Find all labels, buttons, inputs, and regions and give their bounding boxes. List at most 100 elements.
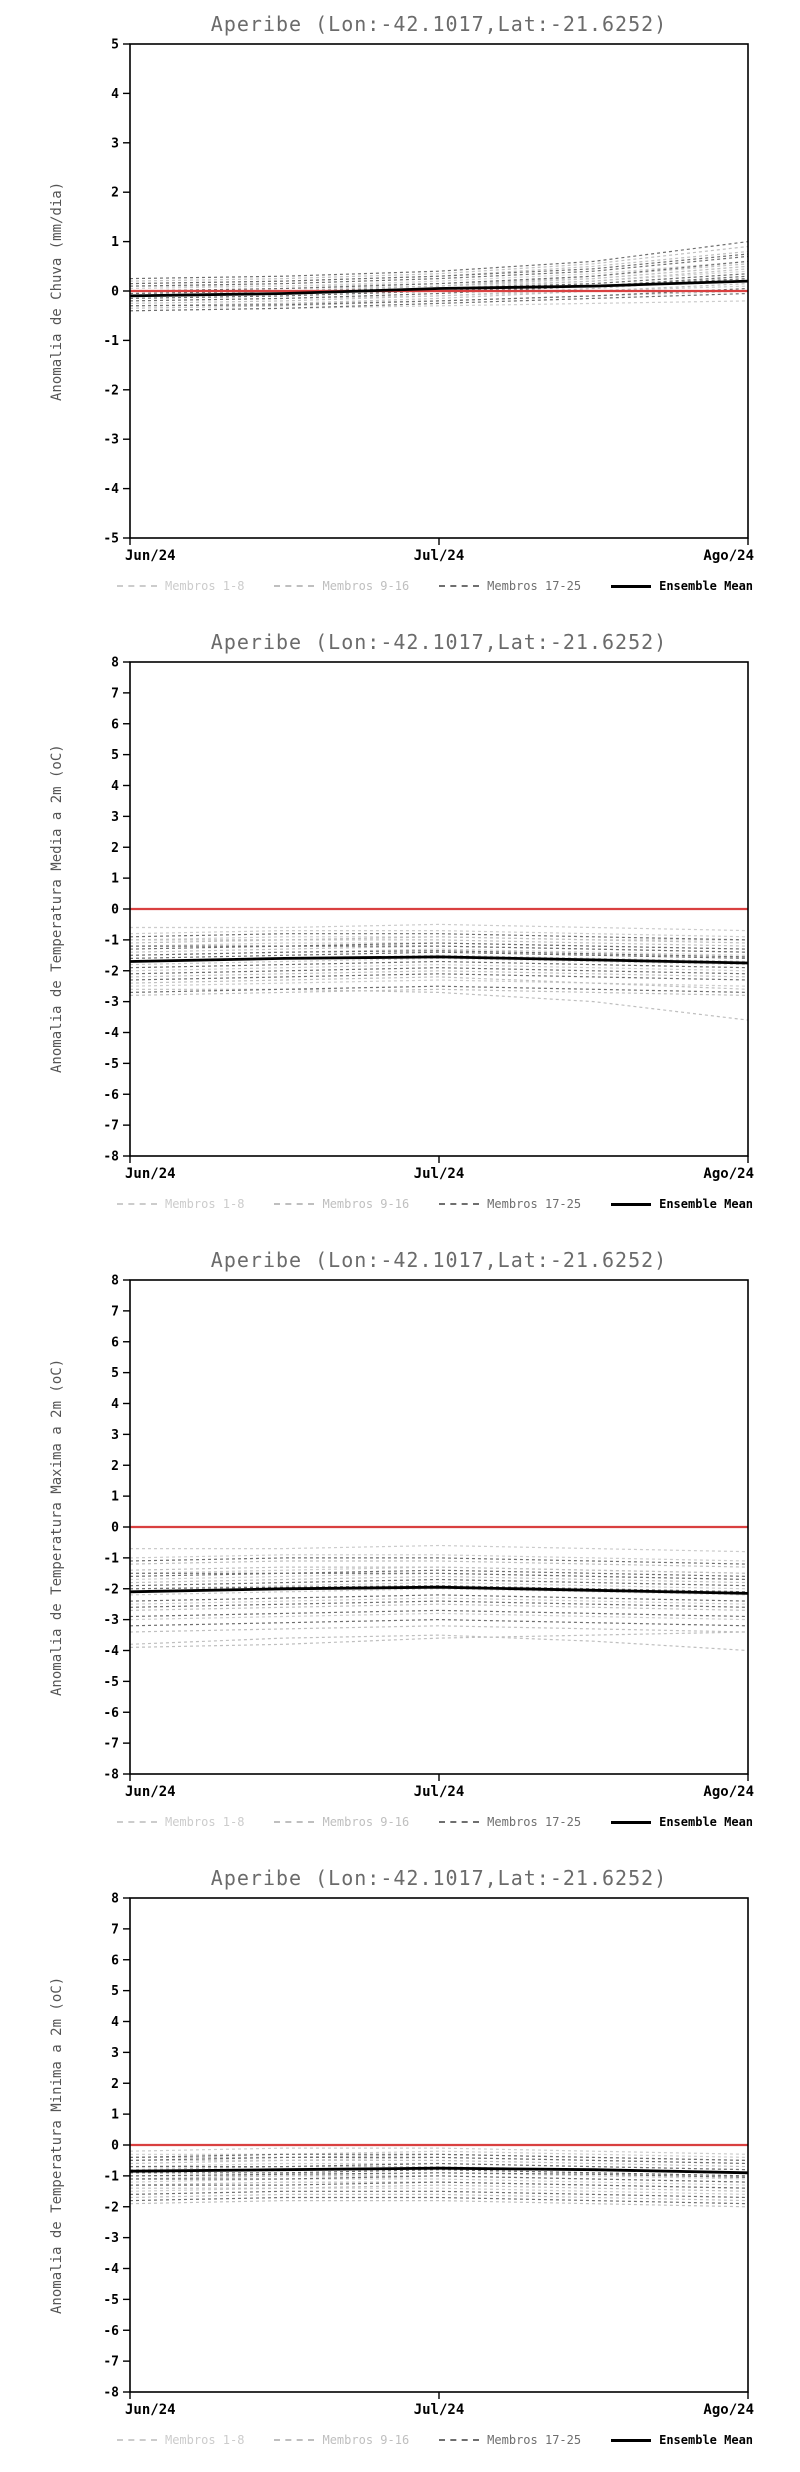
y-tick-label: 7 [111,1304,119,1319]
member-line [130,936,749,944]
y-tick-label: -5 [103,2293,119,2308]
legend-label: Membros 1-8 [164,2433,245,2447]
member-line [130,2150,749,2158]
member-line [129,951,749,959]
member-line [129,278,749,304]
y-tick-label: -6 [103,1088,119,1103]
member-line [129,942,749,950]
y-tick-label: -2 [103,383,119,398]
member-line [129,967,749,975]
y-tick-label: -8 [103,1768,119,1783]
legend-label: Membros 9-16 [322,579,410,593]
x-tick-label: Ago/24 [703,1166,754,1182]
y-tick-label: -3 [103,995,119,1010]
y-tick-label: 1 [111,872,119,887]
legend: Membros 1-8 Membros 9-16 Membros 17-25 E… [100,2426,770,2454]
member-line [129,292,749,312]
member-line [129,945,749,953]
y-tick-label: 3 [111,136,119,151]
x-tick-label: Jul/24 [414,1784,465,1800]
member-line [129,950,749,958]
y-tick-label: 4 [111,87,119,102]
member-line [129,1585,749,1593]
x-tick-label: Jun/24 [125,1784,176,1800]
y-tick-label: 2 [111,186,119,201]
member-line [129,1560,749,1568]
x-tick-label: Ago/24 [703,548,754,564]
member-line [129,2196,749,2205]
chart-title: Aperibe (Lon:-42.1017,Lat:-21.6252) [210,630,668,654]
member-line [130,923,749,932]
member-line [129,1594,749,1602]
x-tick-label: Jun/24 [125,548,176,564]
y-tick-label: -4 [103,1644,119,1659]
dashed-line-sample [274,1821,315,1823]
member-line [129,1588,749,1596]
y-tick-label: -4 [103,2262,119,2277]
dashed-line-sample [439,1203,480,1205]
legend-label: Membros 9-16 [322,2433,410,2447]
legend-label: Ensemble Mean [659,1815,754,1829]
legend-entry-ensemble-mean: Ensemble Mean [611,579,753,593]
legend-label: Membros 1-8 [164,1815,245,1829]
member-line [129,250,749,285]
legend-label: Ensemble Mean [659,2433,754,2447]
member-line [129,2166,749,2174]
y-tick-label: 3 [111,2046,119,2061]
legend-entry-membros-1-8: Membros 1-8 [116,579,244,593]
dashed-line-sample [439,585,480,587]
member-line [129,1575,749,1584]
dashed-line-sample [274,1203,315,1205]
legend-entry-ensemble-mean: Ensemble Mean [611,2433,753,2447]
dashed-line-sample [116,585,157,587]
member-line [129,2172,749,2178]
member-line [129,1566,749,1574]
chart-panel-temp-media: -8 -7 -6 -5 -4 -3 -2 -1 0 1 2 3 4 5 6 7 8 Jun/24 Jul/24 Ago… [0,618,800,1236]
y-tick-label: 0 [111,1521,119,1536]
solid-line-sample [611,1202,652,1206]
x-tick-label: Jul/24 [414,2402,465,2418]
member-line [129,290,749,309]
y-tick-label: 5 [111,748,119,763]
member-line [129,1612,749,1621]
member-line [129,2190,749,2199]
y-axis-label: Anomalia de Temperatura Media a 2m (oC) [49,744,65,1074]
y-tick-label: -2 [103,2200,119,2215]
chart-title: Aperibe (Lon:-42.1017,Lat:-21.6252) [210,12,668,36]
y-tick-label: -1 [103,334,119,349]
member-line [130,2156,749,2165]
member-line [129,287,749,307]
member-line [129,2147,749,2155]
member-line [129,988,749,996]
y-tick-label: -2 [103,964,119,979]
legend-entry-membros-17-25: Membros 17-25 [439,1815,581,1829]
member-line [129,2193,749,2202]
y-tick-label: -5 [103,1057,119,1072]
member-line [130,942,749,950]
plot-canvas: -8 -7 -6 -5 -4 -3 -2 -1 0 1 2 3 4 5 6 7 8 Jun/24 Jul/24 Ago… [103,656,754,1183]
ensemble-mean-line [129,2166,749,2175]
chart-panel-chuva: -5 -4 -3 -2 -1 0 1 2 3 4 5 Jun/24 Jul/24 Ago/24 Aperi… [0,0,800,618]
member-line [129,1625,749,1633]
legend-entry-membros-9-16: Membros 9-16 [274,579,409,593]
plot-canvas: -8 -7 -6 -5 -4 -3 -2 -1 0 1 2 3 4 5 6 7 8 Jun/24 Jul/24 Ago… [103,1274,754,1801]
legend-entry-membros-1-8: Membros 1-8 [116,1197,244,1211]
legend: Membros 1-8 Membros 9-16 Membros 17-25 E… [100,572,770,600]
y-tick-label: 5 [111,38,119,53]
y-tick-label: 1 [111,235,119,250]
legend-label: Membros 9-16 [322,1197,410,1211]
member-line [129,945,749,953]
y-tick-label: 6 [111,717,119,732]
y-tick-label: 8 [111,656,119,671]
member-line [129,253,749,285]
legend: Membros 1-8 Membros 9-16 Membros 17-25 E… [100,1190,770,1218]
x-tick-label: Ago/24 [703,2402,754,2418]
member-line [129,1572,749,1581]
plot-canvas: -8 -7 -6 -5 -4 -3 -2 -1 0 1 2 3 4 5 6 7 8 Jun/24 Jul/24 Ago… [103,1892,754,2419]
y-tick-label: 7 [111,1922,119,1937]
y-tick-label: -8 [103,1150,119,1165]
member-line [130,2169,749,2177]
y-tick-label: 6 [111,1335,119,1350]
legend-entry-membros-17-25: Membros 17-25 [439,1197,581,1211]
y-axis-label: Anomalia de Temperatura Maxima a 2m (oC) [49,1358,65,1696]
